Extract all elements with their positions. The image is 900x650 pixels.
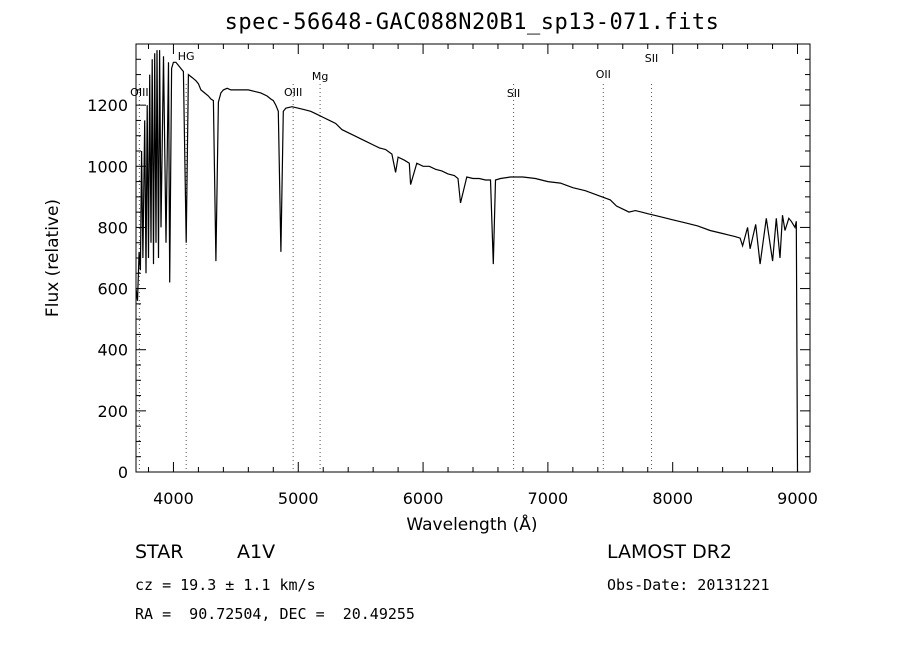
line-marker-label-5: OII (596, 68, 611, 81)
plot-frame (135, 43, 811, 473)
chart-title: spec-56648-GAC088N20B1_sp13-071.fits (224, 10, 720, 35)
x-tick-label: 8000 (652, 489, 693, 508)
y-tick-label: 0 (118, 463, 128, 482)
object-class: STAR (135, 541, 184, 563)
line-marker-label-1: HG (178, 50, 195, 63)
survey-label: LAMOST DR2 (607, 541, 732, 563)
axis-tick-layer: 4000 5000 6000 7000 8000 9000 0 200 400 600 800 100… (87, 44, 818, 508)
line-marker-label-4: SII (507, 87, 520, 100)
y-axis-label: Flux (relative) (43, 199, 63, 317)
coordinates-text: RA = 90.72504, DEC = 20.49255 (135, 605, 415, 623)
x-tick-label: 5000 (278, 489, 319, 508)
y-tick-label: 1000 (87, 157, 128, 176)
redshift-text: cz = 19.3 ± 1.1 km/s (135, 576, 316, 594)
line-marker-layer: OIII HG OIII Mg SII OII SII (130, 50, 658, 472)
line-marker-label-3: Mg (312, 70, 328, 83)
line-marker-label-0: OIII (130, 86, 148, 99)
object-subclass: A1V (237, 541, 276, 563)
y-tick-label: 800 (97, 218, 128, 237)
line-marker-label-6: SII (645, 52, 658, 65)
x-tick-label: 4000 (153, 489, 194, 508)
y-tick-label: 600 (97, 280, 128, 299)
x-axis-label: Wavelength (Å) (406, 513, 537, 535)
line-marker-label-2: OIII (284, 86, 302, 99)
x-tick-label: 9000 (777, 489, 818, 508)
y-tick-label: 1200 (87, 96, 128, 115)
obs-date-text: Obs-Date: 20131221 (607, 576, 770, 594)
x-tick-label: 6000 (403, 489, 444, 508)
y-tick-label: 400 (97, 341, 128, 360)
y-tick-label: 200 (97, 402, 128, 421)
x-tick-label: 7000 (528, 489, 569, 508)
spectrum-line (135, 50, 799, 473)
